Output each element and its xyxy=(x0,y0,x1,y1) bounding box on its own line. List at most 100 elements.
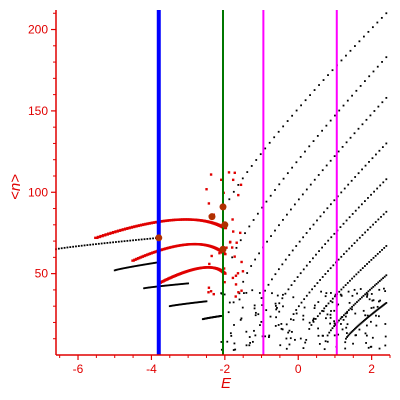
black-point-1-25 xyxy=(144,263,147,266)
black-point-12-16 xyxy=(352,304,355,307)
tick-marks xyxy=(51,12,391,360)
black-point-3-20 xyxy=(189,302,192,305)
black-point-9-17 xyxy=(327,239,330,242)
black-point-5-13 xyxy=(282,125,285,128)
black-scatter-44 xyxy=(384,335,387,338)
black-point-5-29 xyxy=(354,45,356,47)
black-point-5-4 xyxy=(241,177,244,180)
black-point-0-34 xyxy=(152,237,154,240)
black-point-9-6 xyxy=(293,280,296,282)
black-scatter-17 xyxy=(245,330,248,333)
black-point-7-14 xyxy=(297,198,300,201)
black-point-3-18 xyxy=(187,302,190,305)
black-scatter-25 xyxy=(280,327,283,330)
red-point-0-3 xyxy=(101,234,107,237)
black-point-1-3 xyxy=(117,268,120,271)
black-point-2-20 xyxy=(167,284,170,287)
black-point-6-8 xyxy=(265,200,268,203)
black-scatter-106 xyxy=(233,342,236,345)
black-point-5-21 xyxy=(318,84,320,86)
black-point-9-18 xyxy=(330,236,333,239)
black-point-8-13 xyxy=(305,232,308,234)
red-scatter-16 xyxy=(207,291,210,294)
black-point-1-14 xyxy=(130,265,133,268)
red-point-0-13 xyxy=(126,226,131,230)
black-point-7-16 xyxy=(305,188,308,191)
black-point-12-14 xyxy=(349,307,352,310)
black-point-10-32 xyxy=(374,221,377,223)
black-point-6-29 xyxy=(355,89,358,92)
red-scatter-34 xyxy=(237,291,240,294)
black-point-11-30 xyxy=(372,256,375,259)
black-point-9-28 xyxy=(360,203,363,206)
black-point-1-26 xyxy=(145,263,148,266)
black-point-3-16 xyxy=(185,302,187,305)
black-point-13-20 xyxy=(367,316,370,318)
black-point-10-33 xyxy=(377,218,380,221)
black-point-11-27 xyxy=(366,263,368,265)
black-point-3-35 xyxy=(204,300,207,303)
black-scatter-18 xyxy=(291,330,293,333)
black-point-0-17 xyxy=(103,242,106,245)
black-point-1-1 xyxy=(115,269,117,271)
black-point-3-13 xyxy=(182,303,184,306)
black-scatter-70 xyxy=(241,306,244,309)
red-scatter-19 xyxy=(232,230,235,233)
x-tick-label-3: 0 xyxy=(295,362,302,376)
black-point-1-13 xyxy=(129,266,132,268)
black-point-8-25 xyxy=(347,183,350,186)
red-point-0-15 xyxy=(130,225,136,229)
black-point-11-19 xyxy=(349,279,351,282)
black-scatter-85 xyxy=(371,336,374,339)
black-point-12-33 xyxy=(380,278,383,281)
black-point-5-24 xyxy=(331,69,334,72)
black-point-7-10 xyxy=(282,218,284,221)
black-point-9-27 xyxy=(357,206,360,209)
black-point-8-5 xyxy=(277,268,280,271)
black-scatter-3 xyxy=(274,302,277,305)
black-scatter-94 xyxy=(344,347,347,350)
black-point-7-29 xyxy=(357,127,360,130)
black-point-0-14 xyxy=(95,243,97,246)
black-point-11-20 xyxy=(351,277,353,280)
black-scatter-156 xyxy=(365,342,367,344)
black-point-1-6 xyxy=(121,267,123,270)
black-point-7-15 xyxy=(301,193,304,196)
black-point-11-21 xyxy=(353,275,356,278)
black-point-10-22 xyxy=(348,247,351,250)
black-scatter-57 xyxy=(282,293,284,296)
black-point-8-30 xyxy=(364,164,367,167)
black-scatter-50 xyxy=(345,332,348,334)
black-point-11-24 xyxy=(359,269,362,272)
black-point-9-11 xyxy=(308,261,311,263)
black-point-9-0 xyxy=(275,308,278,311)
black-point-8-35 xyxy=(381,146,384,149)
red-scatter-33 xyxy=(205,188,208,191)
black-point-8-23 xyxy=(340,191,343,194)
black-point-8-26 xyxy=(350,179,353,182)
black-point-13-3 xyxy=(348,333,351,336)
black-scatter-153 xyxy=(317,334,320,337)
black-scatter-61 xyxy=(223,293,226,296)
black-point-9-29 xyxy=(364,200,366,203)
black-scatter-159 xyxy=(285,347,288,350)
black-point-10-24 xyxy=(353,242,356,245)
black-scatter-126 xyxy=(288,343,291,346)
black-point-8-4 xyxy=(274,273,277,276)
red-scatter-25 xyxy=(207,202,211,205)
black-point-8-12 xyxy=(302,236,305,239)
black-scatter-86 xyxy=(326,340,329,343)
black-point-6-15 xyxy=(295,161,298,164)
black-point-10-25 xyxy=(356,239,359,242)
black-scatter-23 xyxy=(289,337,292,340)
black-scatter-167 xyxy=(274,305,277,307)
black-scatter-98 xyxy=(329,322,332,325)
black-point-13-29 xyxy=(377,308,380,310)
black-point-11-7 xyxy=(323,307,326,310)
black-point-8-22 xyxy=(336,195,339,198)
black-scatter-136 xyxy=(340,294,343,297)
black-point-8-31 xyxy=(368,160,370,163)
black-point-1-21 xyxy=(139,264,142,267)
black-point-10-18 xyxy=(337,258,340,261)
black-point-12-32 xyxy=(378,280,381,282)
